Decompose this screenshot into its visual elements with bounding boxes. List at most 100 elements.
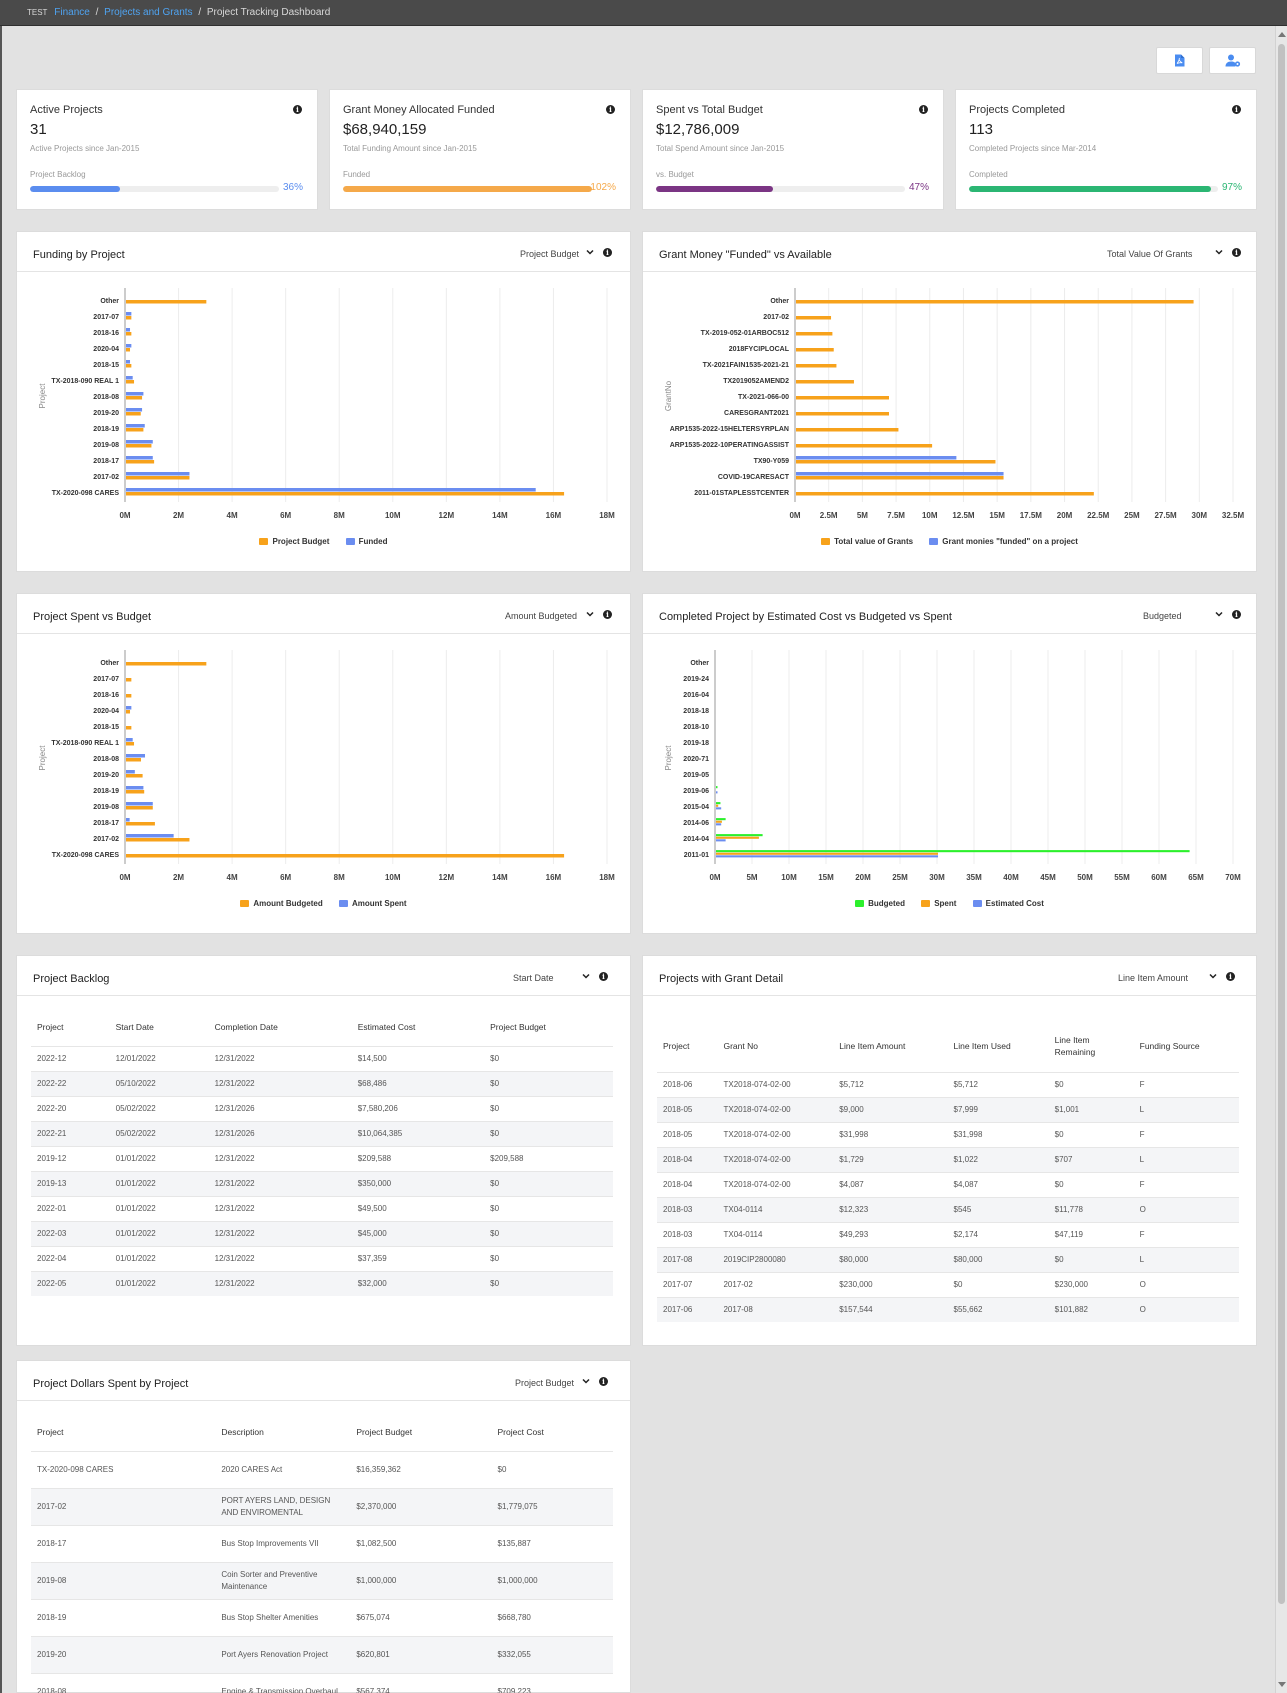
- legend-item[interactable]: Budgeted: [855, 899, 905, 908]
- info-icon[interactable]: i: [606, 105, 615, 114]
- filter-dropdown[interactable]: Budgeted: [1143, 611, 1182, 621]
- legend-item[interactable]: Amount Spent: [338, 899, 407, 908]
- chart-bar[interactable]: [126, 822, 155, 826]
- filter-dropdown[interactable]: Amount Budgeted: [505, 611, 578, 621]
- chevron-down-icon[interactable]: [582, 1377, 590, 1385]
- chart-bar[interactable]: [126, 492, 565, 496]
- chart-bar[interactable]: [126, 348, 131, 352]
- table-row[interactable]: 2022-01 01/01/2022 12/31/2022 $49,500 $0: [31, 1195, 613, 1221]
- chart-bar[interactable]: [126, 726, 132, 730]
- chart-bar[interactable]: [796, 460, 996, 464]
- filter-dropdown[interactable]: Project Budget: [520, 249, 580, 259]
- table-row[interactable]: 2019-12 01/01/2022 12/31/2022 $209,588 $209,…: [31, 1145, 613, 1171]
- filter-dropdown[interactable]: Total Value Of Grants: [1107, 249, 1193, 259]
- chart-bar[interactable]: [126, 742, 135, 746]
- chart-bar[interactable]: [126, 364, 132, 368]
- table-row[interactable]: 2018-19 Bus Stop Shelter Amenities $675,07…: [31, 1598, 613, 1636]
- chevron-down-icon[interactable]: [1215, 248, 1223, 256]
- chart-bar[interactable]: [716, 786, 718, 789]
- column-header[interactable]: Project: [37, 1021, 64, 1032]
- chart-bar[interactable]: [796, 332, 833, 336]
- table-row[interactable]: TX-2020-098 CARES 2020 CARES Act $16,359,3…: [31, 1450, 613, 1488]
- scroll-up-icon[interactable]: [1278, 32, 1286, 37]
- chart-bar[interactable]: [126, 300, 207, 304]
- table-row[interactable]: 2022-12 12/01/2022 12/31/2022 $14,500 $0: [31, 1045, 613, 1071]
- table-row[interactable]: 2022-21 05/02/2022 12/31/2026 $10,064,385 $0: [31, 1120, 613, 1146]
- table-row[interactable]: 2022-22 05/10/2022 12/31/2022 $68,486 $0: [31, 1070, 613, 1096]
- legend-item[interactable]: Funded: [345, 537, 388, 546]
- table-row[interactable]: 2019-20 Port Ayers Renovation Project $620…: [31, 1635, 613, 1673]
- table-row[interactable]: 2018-04 TX2018-074-02-00 $1,729 $1,022 $707 L: [657, 1146, 1239, 1172]
- chart-bar[interactable]: [716, 850, 1190, 853]
- chevron-down-icon[interactable]: [1215, 610, 1223, 618]
- export-pdf-button[interactable]: [1156, 47, 1203, 74]
- user-settings-button[interactable]: [1209, 47, 1256, 74]
- chart-bar[interactable]: [126, 460, 155, 464]
- chart-bar[interactable]: [126, 376, 133, 380]
- chart-bar[interactable]: [796, 348, 834, 352]
- table-row[interactable]: 2018-04 TX2018-074-02-00 $4,087 $4,087 $0 F: [657, 1171, 1239, 1197]
- chart-bar[interactable]: [126, 802, 153, 806]
- chart-bar[interactable]: [126, 312, 132, 316]
- chart-bar[interactable]: [716, 836, 759, 839]
- chart-bar[interactable]: [126, 316, 132, 320]
- table-row[interactable]: 2022-03 01/01/2022 12/31/2022 $45,000 $0: [31, 1220, 613, 1246]
- info-icon[interactable]: i: [1232, 248, 1241, 257]
- info-icon[interactable]: i: [603, 248, 612, 257]
- chart-bar[interactable]: [796, 472, 1004, 476]
- chart-bar[interactable]: [126, 678, 132, 682]
- chart-bar[interactable]: [126, 396, 143, 400]
- chart-bar[interactable]: [126, 424, 145, 428]
- column-header[interactable]: Funding Source: [1139, 1041, 1200, 1052]
- info-icon[interactable]: i: [599, 972, 608, 981]
- info-icon[interactable]: i: [1232, 610, 1241, 619]
- table-row[interactable]: 2019-08 Coin Sorter and Preventive Mainte…: [31, 1561, 613, 1599]
- column-header[interactable]: Line Item Amount: [839, 1041, 906, 1052]
- table-row[interactable]: 2017-07 2017-02 $230,000 $0 $230,000 O: [657, 1271, 1239, 1297]
- filter-dropdown[interactable]: Line Item Amount: [1118, 973, 1189, 983]
- column-header[interactable]: Project Budget: [356, 1426, 413, 1437]
- chart-bar[interactable]: [716, 834, 763, 837]
- legend-item[interactable]: Estimated Cost: [972, 899, 1044, 908]
- chart-bar[interactable]: [796, 396, 889, 400]
- chart-bar[interactable]: [126, 758, 141, 762]
- chart-bar[interactable]: [126, 838, 190, 842]
- column-header[interactable]: Start Date: [115, 1021, 154, 1032]
- chart-bar[interactable]: [716, 855, 938, 858]
- chart-bar[interactable]: [126, 806, 153, 810]
- chart-bar[interactable]: [796, 476, 1004, 480]
- table-row[interactable]: 2022-04 01/01/2022 12/31/2022 $37,359 $0: [31, 1245, 613, 1271]
- chart-bar[interactable]: [126, 408, 143, 412]
- column-header[interactable]: Project: [37, 1426, 64, 1437]
- chart-bar[interactable]: [796, 444, 933, 448]
- column-header[interactable]: Completion Date: [214, 1021, 278, 1032]
- breadcrumb-finance[interactable]: Finance: [54, 7, 90, 18]
- chart-bar[interactable]: [716, 820, 722, 823]
- table-row[interactable]: 2019-13 01/01/2022 12/31/2022 $350,000 $0: [31, 1170, 613, 1196]
- chart-bar[interactable]: [796, 412, 889, 416]
- table-row[interactable]: 2018-05 TX2018-074-02-00 $9,000 $7,999 $1,00…: [657, 1096, 1239, 1122]
- legend-item[interactable]: Amount Budgeted: [240, 899, 323, 908]
- chart-bar[interactable]: [126, 754, 146, 758]
- table-row[interactable]: 2022-05 01/01/2022 12/31/2022 $32,000 $0: [31, 1270, 613, 1296]
- chevron-down-icon[interactable]: [586, 610, 594, 618]
- chart-bar[interactable]: [796, 456, 957, 460]
- chart-bar[interactable]: [126, 738, 133, 742]
- column-header[interactable]: Line Item Used: [953, 1041, 1011, 1052]
- chart-bar[interactable]: [126, 328, 131, 332]
- chart-bar[interactable]: [126, 360, 131, 364]
- chart-bar[interactable]: [126, 472, 190, 476]
- chart-bar[interactable]: [126, 344, 132, 348]
- chart-bar[interactable]: [126, 818, 130, 822]
- chart-bar[interactable]: [126, 662, 207, 666]
- chart-bar[interactable]: [126, 706, 132, 710]
- chart-bar[interactable]: [716, 804, 719, 807]
- table-row[interactable]: 2017-06 2017-08 $157,544 $55,662 $101,882 O: [657, 1296, 1239, 1322]
- chart-bar[interactable]: [796, 492, 1094, 496]
- legend-item[interactable]: Grant monies "funded" on a project: [929, 537, 1078, 546]
- chevron-down-icon[interactable]: [582, 972, 590, 980]
- filter-dropdown[interactable]: Project Budget: [515, 1378, 575, 1388]
- info-icon[interactable]: i: [599, 1377, 608, 1386]
- chevron-down-icon[interactable]: [1209, 972, 1217, 980]
- chart-bar[interactable]: [716, 823, 722, 826]
